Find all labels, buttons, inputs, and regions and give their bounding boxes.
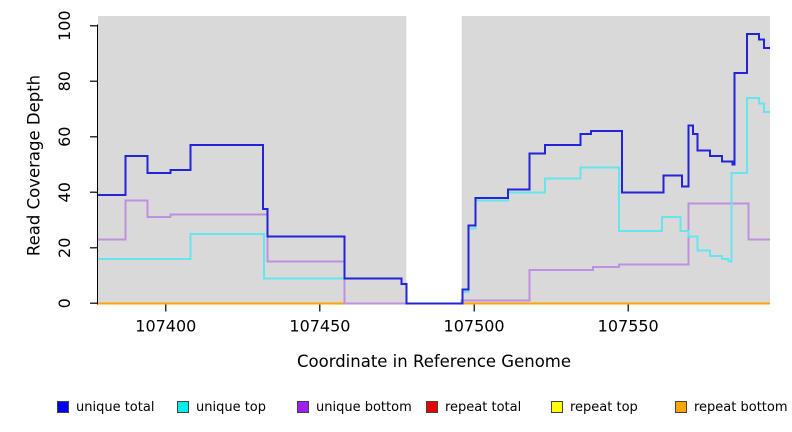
y-tick-label: 0 xyxy=(55,298,74,308)
legend-item-unique-total: unique total xyxy=(57,398,154,416)
legend-label: repeat total xyxy=(445,399,522,415)
x-tick-label: 107450 xyxy=(289,316,350,335)
y-tick-label: 60 xyxy=(55,127,74,147)
legend-label: unique top xyxy=(196,399,267,415)
x-tick-label: 107550 xyxy=(598,316,659,335)
x-tick-label: 107400 xyxy=(135,316,196,335)
repeat-total-swatch-icon xyxy=(426,401,438,413)
legend-item-repeat-bottom: repeat bottom xyxy=(675,398,788,416)
legend-item-unique-bottom: unique bottom xyxy=(297,398,412,416)
legend-item-repeat-top: repeat top xyxy=(551,398,638,416)
legend: unique total unique top unique bottom re… xyxy=(0,398,792,422)
repeat-bottom-swatch-icon xyxy=(675,401,687,413)
repeat-top-swatch-icon xyxy=(551,401,563,413)
unique-total-swatch-icon xyxy=(57,401,69,413)
legend-item-repeat-total: repeat total xyxy=(426,398,521,416)
legend-label: repeat top xyxy=(570,399,638,415)
plot-background-region xyxy=(461,16,770,304)
y-tick-label: 100 xyxy=(55,10,74,41)
legend-label: unique total xyxy=(76,399,155,415)
unique-top-swatch-icon xyxy=(177,401,189,413)
x-axis-title: Coordinate in Reference Genome xyxy=(296,352,572,371)
legend-label: unique bottom xyxy=(316,399,412,415)
y-tick-label: 40 xyxy=(55,182,74,202)
plot-background-region xyxy=(98,16,407,304)
x-tick-label: 107500 xyxy=(444,316,505,335)
series-line-unique-total xyxy=(98,33,770,305)
y-axis-title: Read Coverage Depth xyxy=(24,74,44,257)
legend-label: repeat bottom xyxy=(694,399,788,415)
y-tick-label: 80 xyxy=(55,71,74,91)
unique-bottom-swatch-icon xyxy=(297,401,309,413)
legend-item-unique-top: unique top xyxy=(177,398,266,416)
y-tick-label: 20 xyxy=(55,238,74,258)
